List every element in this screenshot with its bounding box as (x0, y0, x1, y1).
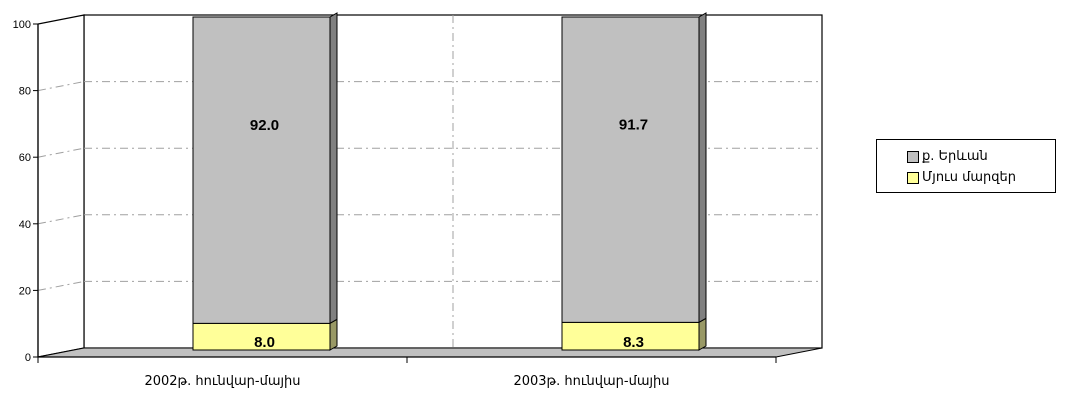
labels: 8.0 92.0 8.3 91.7 (250, 117, 648, 351)
data-label: 91.7 (619, 117, 648, 134)
bar-side (329, 318, 338, 351)
bar-segment (561, 16, 700, 323)
gridline-side (37, 280, 85, 291)
y-tick-label: 80 (19, 86, 31, 98)
bar-segment (192, 322, 331, 351)
x-category-label: 2003թ. հունվար-մայիս (513, 374, 669, 389)
bar-segment (561, 321, 700, 351)
legend-swatch-yerevan (907, 150, 919, 163)
y-tick-label: 40 (19, 219, 31, 231)
bar-side (698, 12, 707, 324)
floor (37, 347, 823, 358)
gridline-side (37, 81, 85, 92)
axes: 0 20 40 60 80 100 2002թ. հունվար-մայիս 2003թ. հ… (13, 19, 777, 389)
y-tick-label: 60 (19, 152, 31, 164)
legend-label-yerevan: ք. Երևան (922, 149, 988, 164)
bars (192, 12, 707, 351)
bar-side (329, 12, 338, 325)
data-label: 8.3 (623, 334, 644, 351)
bar-side (698, 317, 707, 351)
gridline-side (37, 214, 85, 225)
gridline-side (37, 147, 85, 158)
legend-label-other-regions: Մյուս մարզեր (922, 170, 1016, 185)
legend-item-other-regions: Մյուս մարզեր (907, 167, 1055, 188)
data-label: 8.0 (254, 334, 275, 351)
y-tick-label: 0 (25, 352, 31, 364)
legend-item-yerevan: ք. Երևան (907, 146, 1055, 167)
side-wall (37, 14, 85, 358)
y-tick-label: 100 (13, 19, 31, 31)
legend: ք. Երևան Մյուս մարզեր (876, 139, 1056, 193)
bar-segment (192, 16, 331, 324)
legend-swatch-other-regions (907, 171, 919, 184)
y-tick-label: 20 (19, 285, 31, 297)
x-category-label: 2002թ. հունվար-մայիս (144, 374, 300, 389)
data-label: 92.0 (250, 117, 279, 134)
